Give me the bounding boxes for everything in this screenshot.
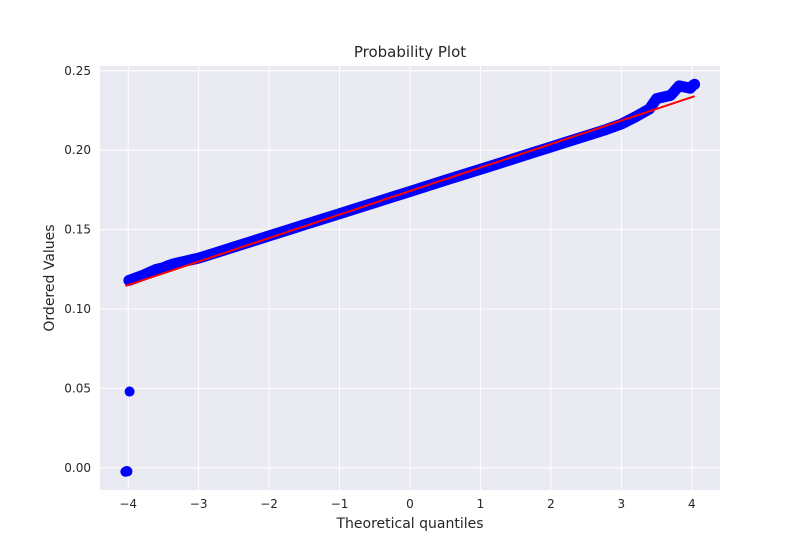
x-tick-label: 1 xyxy=(477,497,485,511)
fit-line-group xyxy=(125,95,695,287)
y-tick-label: 0.05 xyxy=(64,381,91,395)
data-point xyxy=(674,80,685,91)
grid-lines xyxy=(100,66,720,490)
y-tick-labels: 0.00 0.05 0.10 0.15 0.20 0.25 xyxy=(64,64,91,475)
x-tick-label: −3 xyxy=(190,497,208,511)
data-point xyxy=(122,466,133,477)
x-tick-label: −4 xyxy=(119,497,137,511)
y-tick-label: 0.20 xyxy=(64,143,91,157)
x-tick-label: 2 xyxy=(547,497,555,511)
data-point xyxy=(124,386,135,397)
x-axis-label: Theoretical quantiles xyxy=(335,516,483,532)
data-point xyxy=(689,79,700,90)
y-tick-label: 0.25 xyxy=(64,64,91,78)
x-tick-label: 4 xyxy=(688,497,696,511)
x-tick-label: −2 xyxy=(260,497,278,511)
x-tick-label: 3 xyxy=(618,497,626,511)
data-point xyxy=(179,256,190,267)
chart-title: Probability Plot xyxy=(354,43,466,61)
y-axis-label: Ordered Values xyxy=(42,224,58,331)
y-tick-label: 0.15 xyxy=(64,223,91,237)
data-point xyxy=(168,258,179,269)
data-point xyxy=(665,90,676,101)
y-tick-label: 0.10 xyxy=(64,302,91,316)
x-tick-label: 0 xyxy=(406,497,414,511)
fit-line xyxy=(125,95,695,287)
x-tick-label: −1 xyxy=(331,497,349,511)
y-tick-label: 0.00 xyxy=(64,461,91,475)
x-tick-labels: −4 −3 −2 −1 0 1 2 3 4 xyxy=(119,497,695,511)
